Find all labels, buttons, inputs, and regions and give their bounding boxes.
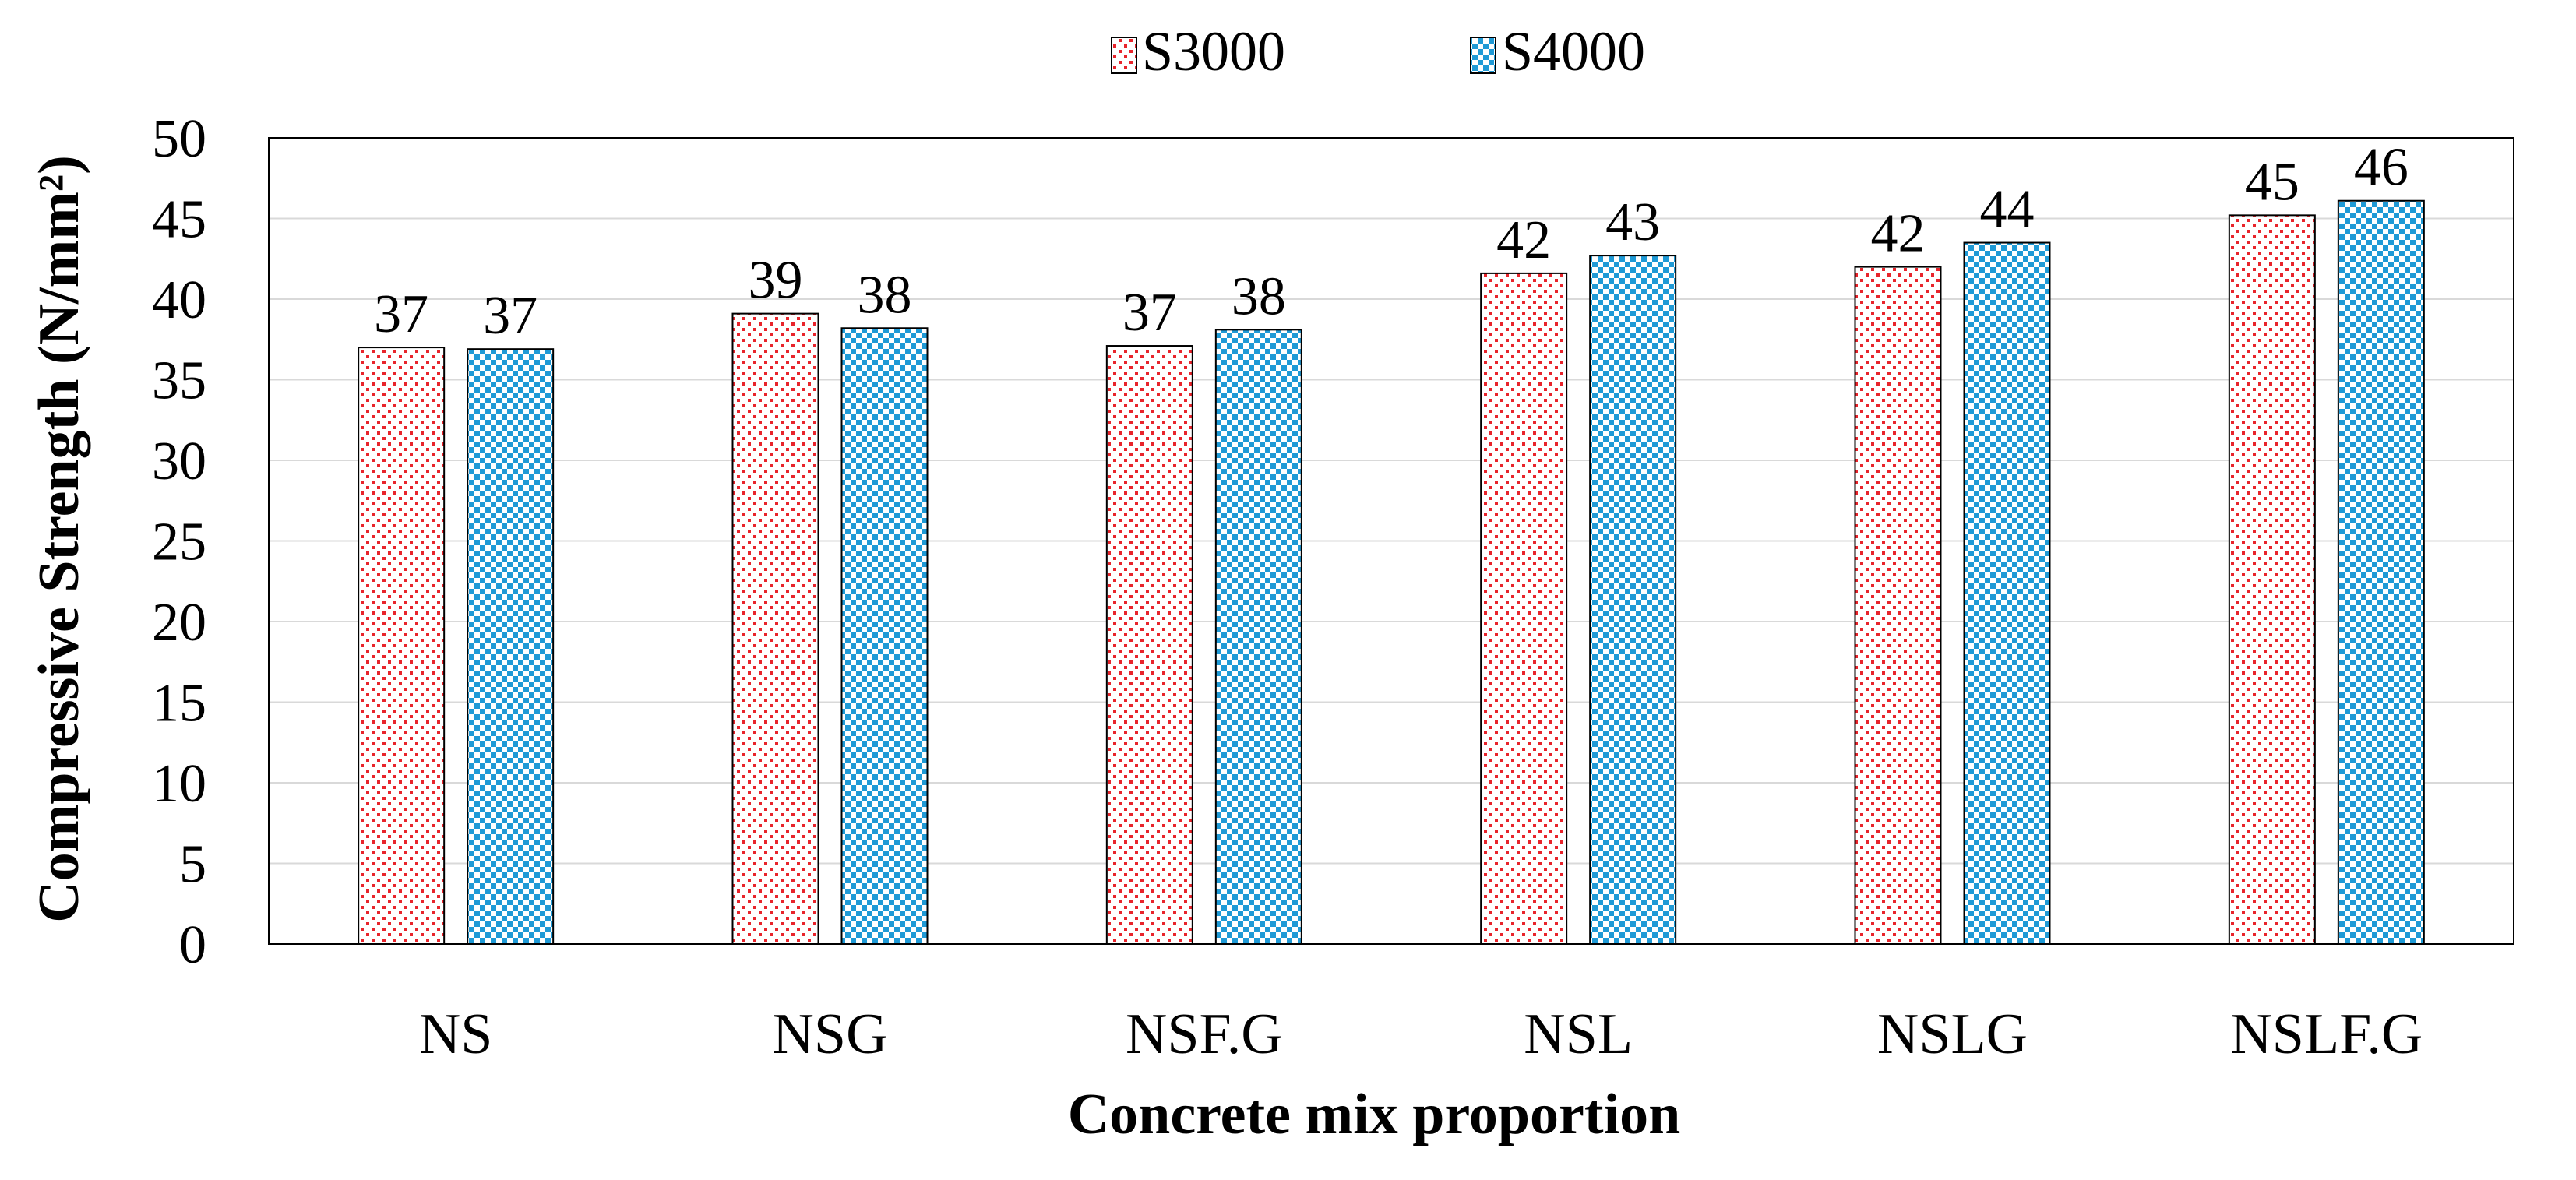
data-label-s4000: 37 <box>483 286 537 346</box>
data-label-s3000: 37 <box>374 284 428 344</box>
data-label-s4000: 38 <box>1232 266 1286 326</box>
legend-swatch-s4000 <box>1470 37 1496 74</box>
data-label-s3000: 45 <box>2245 152 2299 212</box>
x-tick-label: NSLG <box>1877 1002 2028 1066</box>
y-tick-label: 25 <box>152 513 206 572</box>
y-tick-label: 10 <box>152 754 206 814</box>
bar-s4000-nslg <box>1963 241 2051 945</box>
bar-s4000-nsl <box>1589 255 1677 945</box>
x-tick-label: NSG <box>772 1002 887 1066</box>
x-tick-label: NS <box>419 1002 493 1066</box>
legend-swatch-s3000 <box>1111 37 1137 74</box>
bar-s3000-ns <box>358 347 446 946</box>
legend-label-s3000: S3000 <box>1142 20 1285 83</box>
bar-s3000-nsg <box>731 312 819 945</box>
bars <box>358 199 2425 946</box>
x-axis-ticks: NS NSG NSF.G NSL NSLG NSLF.G <box>419 1002 2423 1066</box>
bar-s4000-nslf-g <box>2337 199 2425 946</box>
bar-s3000-nsf-g <box>1105 345 1193 945</box>
bar-s3000-nsl <box>1480 272 1568 945</box>
y-axis-title: Compressive Strength (N/mm²) <box>27 155 91 922</box>
legend: S3000 S4000 <box>1111 20 1645 83</box>
bar-s4000-ns <box>467 348 555 946</box>
data-label-s3000: 37 <box>1122 283 1177 343</box>
data-label-s4000: 46 <box>2354 138 2409 198</box>
gridlines <box>269 217 2514 865</box>
x-tick-label: NSF.G <box>1126 1002 1283 1066</box>
data-labels: 37 37 39 38 37 38 42 43 42 44 45 46 <box>374 138 2409 346</box>
bar-s3000-nslf-g <box>2228 214 2316 945</box>
y-tick-label: 5 <box>179 835 206 895</box>
plot-area-frame <box>268 137 2514 945</box>
data-label-s4000: 43 <box>1605 192 1660 252</box>
y-tick-label: 0 <box>179 915 206 975</box>
y-tick-label: 20 <box>152 593 206 653</box>
x-tick-label: NSLF.G <box>2230 1002 2423 1066</box>
y-tick-label: 35 <box>152 351 206 411</box>
y-axis-ticks: 0 5 10 15 20 25 30 35 40 45 50 <box>152 109 206 975</box>
y-tick-label: 45 <box>152 190 206 250</box>
bar-s3000-nslg <box>1854 266 1942 946</box>
x-axis-title: Concrete mix proportion <box>1068 1083 1681 1147</box>
data-label-s3000: 42 <box>1871 204 1926 264</box>
y-tick-label: 30 <box>152 431 206 491</box>
x-tick-label: NSL <box>1524 1002 1633 1066</box>
data-label-s3000: 42 <box>1496 210 1551 270</box>
data-label-s4000: 44 <box>1980 180 2035 240</box>
y-tick-label: 15 <box>152 674 206 734</box>
y-tick-label: 40 <box>152 270 206 330</box>
data-label-s3000: 39 <box>749 251 803 311</box>
data-label-s4000: 38 <box>858 265 912 325</box>
bar-s4000-nsf-g <box>1214 329 1302 945</box>
legend-label-s4000: S4000 <box>1502 20 1645 83</box>
y-tick-label: 50 <box>152 109 206 169</box>
bar-s4000-nsg <box>840 327 929 945</box>
